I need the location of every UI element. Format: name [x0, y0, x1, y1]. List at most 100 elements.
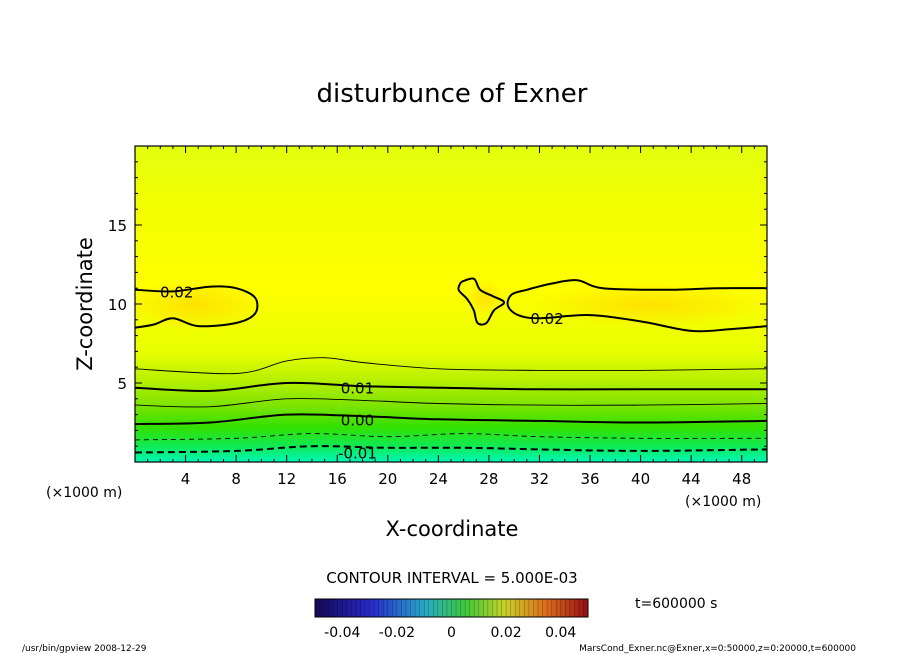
colorbar-stripe [369, 599, 375, 617]
y-tick-label: 15 [108, 217, 127, 235]
x-tick-label: 32 [530, 470, 549, 488]
colorbar-stripe [451, 599, 457, 617]
colorbar-stripe [333, 599, 339, 617]
colorbar-stripe [351, 599, 357, 617]
x-tick-label: 48 [732, 470, 751, 488]
colorbar-stripe [337, 599, 343, 617]
colorbar-stripe [410, 599, 416, 617]
y-axis-ticks: 5 10 15 [108, 161, 767, 447]
y-tick-label: 5 [117, 375, 127, 393]
colorbar-stripe [483, 599, 489, 617]
colorbar-stripe [515, 599, 521, 617]
time-label: t=600000 s [635, 596, 717, 612]
colorbar-tick-label: 0.04 [545, 625, 576, 641]
colorbar-stripe [442, 599, 448, 617]
colorbar-stripe [378, 599, 384, 617]
colorbar-tick-labels: -0.04 -0.02 0 0.02 0.04 [324, 625, 576, 641]
colorbar-stripe [346, 599, 352, 617]
colorbar-stripe [342, 599, 348, 617]
colorbar-stripe [474, 599, 480, 617]
colorbar-stripe [383, 599, 389, 617]
contour-labels: 0.02 0.02 0.01 0.00 -0.01 [160, 283, 564, 462]
colorbar-stripe [424, 599, 430, 617]
colorbar-stripe [551, 599, 557, 617]
contour-label: 0.02 [530, 310, 563, 328]
x-tick-label: 20 [378, 470, 397, 488]
contour-lines [135, 277, 767, 454]
colorbar-tick-label: -0.04 [324, 625, 360, 641]
colorbar-stripe [374, 599, 379, 617]
colorbar-stripe [497, 599, 502, 617]
colorbar-stripe [401, 599, 407, 617]
colorbar-stripe [324, 599, 329, 617]
colorbar-stripe [565, 599, 571, 617]
colorbar-stripe [537, 599, 543, 617]
y-axis-unit: (×1000 m) [46, 485, 122, 501]
x-tick-label: 28 [479, 470, 498, 488]
colorbar-stripe [328, 599, 334, 617]
contour-label: -0.01 [338, 445, 377, 463]
colorbar-stripe [510, 599, 516, 617]
colorbar-stripes [314, 599, 589, 617]
x-tick-label: 24 [429, 470, 448, 488]
contour-line [457, 277, 506, 326]
contour-line [135, 445, 767, 454]
colorbar-stripe [460, 599, 466, 617]
colorbar-stripe [406, 599, 411, 617]
x-tick-label: 36 [580, 470, 599, 488]
colorbar-stripe [319, 599, 325, 617]
colorbar-stripe [487, 599, 493, 617]
colorbar-stripe [433, 599, 439, 617]
y-tick-label: 10 [108, 296, 127, 314]
colorbar-stripe [583, 599, 589, 617]
colorbar-stripe [419, 599, 425, 617]
colorbar-tick-label: 0.02 [491, 625, 522, 641]
colorbar-tick-label: -0.02 [379, 625, 415, 641]
colorbar-stripe [360, 599, 366, 617]
x-tick-label: 40 [631, 470, 650, 488]
x-axis-label: X-coordinate [386, 517, 519, 541]
contour-label: 0.01 [341, 380, 374, 398]
colorbar-stripe [387, 599, 393, 617]
contour-line [135, 433, 767, 441]
plot-area: 0.020.020.010.00-0.01 4 8 12 16 20 24 28 32 36 40… [108, 145, 768, 488]
contour-line [135, 413, 767, 426]
chart-title: disturbunce of Exner [317, 79, 588, 109]
footer-command: /usr/bin/gpview 2008-12-29 [22, 644, 147, 654]
colorbar-stripe [519, 599, 525, 617]
colorbar-stripe [315, 599, 320, 617]
contour-line [135, 285, 259, 329]
x-axis-unit: (×1000 m) [685, 494, 761, 510]
x-tick-label: 44 [682, 470, 701, 488]
colorbar-stripe [578, 599, 584, 617]
colorbar-stripe [547, 599, 552, 617]
x-axis-ticks: 4 8 12 16 20 24 28 32 36 40 44 48 [147, 146, 755, 488]
colorbar-stripe [415, 599, 420, 617]
colorbar-stripe [396, 599, 402, 617]
colorbar-stripe [392, 599, 398, 617]
colorbar-tick-label: 0 [447, 625, 456, 641]
colorbar-stripe [456, 599, 461, 617]
contour-line [135, 381, 767, 393]
colorbar: -0.04 -0.02 0 0.02 0.04 [314, 598, 589, 641]
footer-source: MarsCond_Exner.nc@Exner,x=0:50000,z=0:20… [579, 644, 856, 654]
contour-label: 0.02 [160, 283, 193, 301]
warm-region-center [465, 280, 505, 316]
x-tick-label: 16 [328, 470, 347, 488]
colorbar-stripe [501, 599, 507, 617]
colorbar-stripe [574, 599, 580, 617]
y-axis-label: Z-coordinate [73, 237, 97, 371]
colorbar-stripe [355, 599, 361, 617]
colorbar-stripe [478, 599, 484, 617]
colorbar-stripe [428, 599, 434, 617]
contour-line [135, 357, 767, 375]
colorbar-stripe [560, 599, 566, 617]
colorbar-frame [314, 598, 589, 618]
warm-region-left [135, 279, 265, 331]
colorbar-stripe [446, 599, 452, 617]
colorbar-stripe [542, 599, 548, 617]
contour-line [506, 279, 767, 333]
x-tick-label: 8 [231, 470, 241, 488]
colorbar-stripe [469, 599, 475, 617]
